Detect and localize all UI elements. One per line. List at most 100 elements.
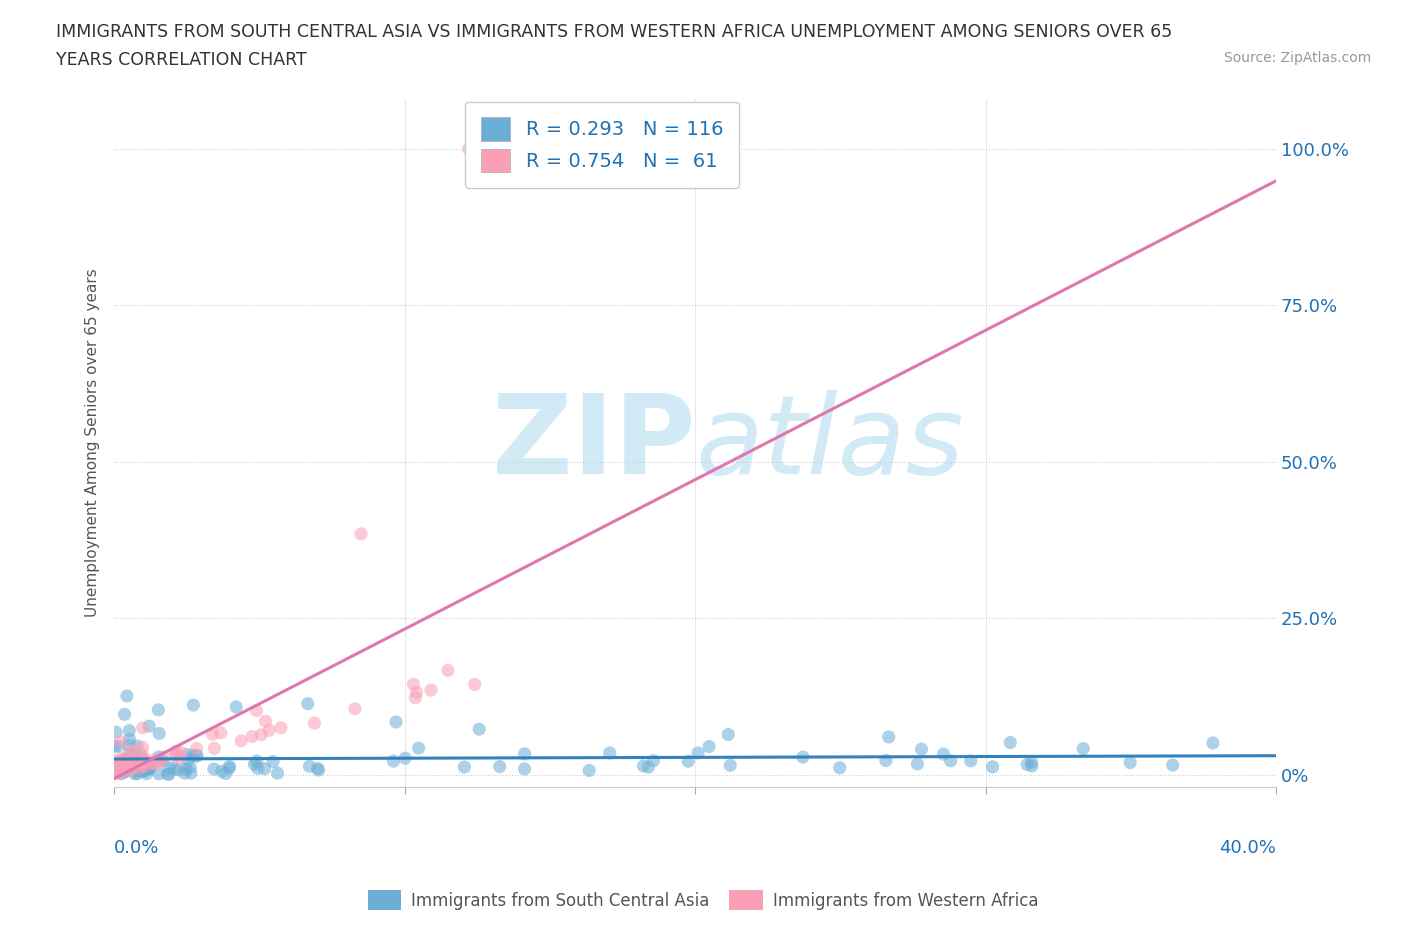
Point	[125, 758, 148, 773]
Point	[105, 762, 128, 777]
Point	[105, 762, 128, 777]
Point	[297, 697, 319, 711]
Point	[307, 761, 329, 776]
Point	[104, 766, 127, 781]
Point	[1161, 758, 1184, 773]
Point	[120, 763, 142, 777]
Point	[173, 765, 195, 780]
Point	[513, 762, 536, 777]
Point	[343, 701, 366, 716]
Point	[404, 690, 426, 705]
Point	[181, 748, 204, 763]
Point	[138, 762, 160, 777]
Point	[135, 766, 157, 781]
Point	[165, 745, 187, 760]
Point	[114, 752, 136, 767]
Text: atlas: atlas	[695, 390, 963, 497]
Point	[177, 753, 200, 768]
Point	[1000, 735, 1022, 750]
Point	[157, 761, 180, 776]
Legend: R = 0.293   N = 116, R = 0.754   N =  61: R = 0.293 N = 116, R = 0.754 N = 61	[465, 101, 738, 188]
Point	[149, 753, 172, 768]
Point	[201, 727, 224, 742]
Point	[127, 766, 149, 781]
Point	[152, 753, 174, 768]
Point	[939, 753, 962, 768]
Point	[875, 753, 897, 768]
Point	[124, 748, 146, 763]
Point	[156, 766, 179, 781]
Point	[111, 759, 134, 774]
Point	[163, 762, 186, 777]
Point	[108, 755, 131, 770]
Point	[697, 739, 720, 754]
Point	[103, 739, 125, 754]
Point	[180, 765, 202, 780]
Point	[110, 751, 132, 766]
Point	[111, 764, 134, 778]
Point	[135, 755, 157, 770]
Point	[250, 727, 273, 742]
Point	[170, 745, 193, 760]
Point	[1202, 736, 1225, 751]
Point	[148, 750, 170, 764]
Point	[350, 526, 373, 541]
Point	[148, 702, 170, 717]
Point	[186, 741, 208, 756]
Point	[121, 762, 143, 777]
Point	[215, 766, 238, 781]
Point	[128, 759, 150, 774]
Point	[110, 765, 132, 780]
Point	[408, 740, 430, 755]
Point	[488, 759, 510, 774]
Point	[240, 729, 263, 744]
Point	[111, 764, 134, 778]
Point	[637, 760, 659, 775]
Point	[266, 765, 288, 780]
Point	[877, 729, 900, 744]
Legend: Immigrants from South Central Asia, Immigrants from Western Africa: Immigrants from South Central Asia, Immi…	[361, 884, 1045, 917]
Point	[132, 751, 155, 766]
Point	[308, 763, 330, 777]
Point	[132, 759, 155, 774]
Point	[174, 762, 197, 777]
Point	[183, 698, 205, 712]
Point	[229, 734, 252, 749]
Point	[132, 764, 155, 778]
Point	[1021, 755, 1043, 770]
Point	[245, 703, 267, 718]
Point	[136, 762, 159, 777]
Point	[176, 747, 198, 762]
Point	[124, 766, 146, 781]
Point	[118, 724, 141, 738]
Point	[633, 759, 655, 774]
Point	[253, 762, 276, 777]
Point	[828, 761, 851, 776]
Point	[202, 762, 225, 777]
Point	[257, 723, 280, 737]
Point	[105, 757, 128, 772]
Point	[385, 714, 408, 729]
Point	[676, 753, 699, 768]
Point	[122, 755, 145, 770]
Point	[131, 757, 153, 772]
Point	[1071, 741, 1094, 756]
Point	[402, 677, 425, 692]
Text: Source: ZipAtlas.com: Source: ZipAtlas.com	[1223, 51, 1371, 65]
Point	[186, 749, 208, 764]
Point	[243, 757, 266, 772]
Point	[135, 757, 157, 772]
Point	[468, 722, 491, 737]
Point	[112, 760, 135, 775]
Point	[218, 761, 240, 776]
Point	[165, 749, 187, 764]
Point	[149, 753, 172, 768]
Point	[1021, 759, 1043, 774]
Point	[453, 760, 475, 775]
Point	[437, 663, 460, 678]
Point	[117, 759, 139, 774]
Point	[107, 761, 129, 776]
Text: IMMIGRANTS FROM SOUTH CENTRAL ASIA VS IMMIGRANTS FROM WESTERN AFRICA UNEMPLOYMEN: IMMIGRANTS FROM SOUTH CENTRAL ASIA VS IM…	[56, 23, 1173, 41]
Point	[121, 751, 143, 766]
Point	[599, 746, 621, 761]
